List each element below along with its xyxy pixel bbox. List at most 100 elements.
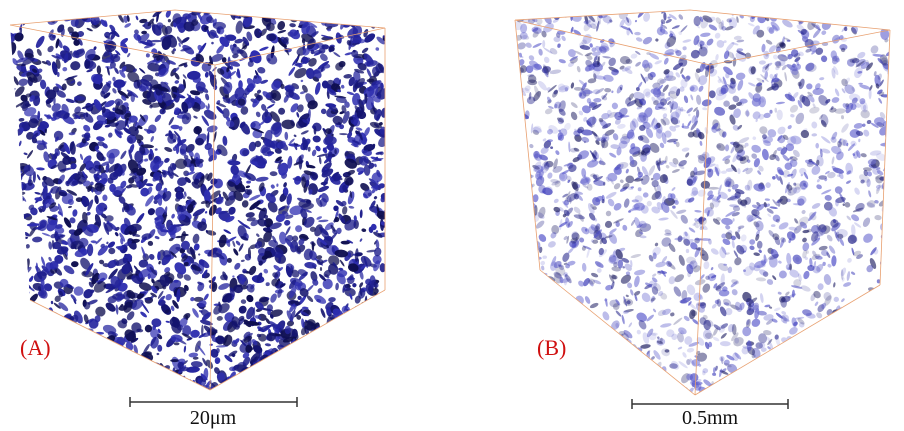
pore-blob xyxy=(720,341,731,347)
pore-blob xyxy=(516,138,523,146)
pore-blob xyxy=(513,289,519,296)
pore-blob xyxy=(876,366,882,374)
pore-blob xyxy=(884,270,891,278)
pore-blob xyxy=(538,375,545,385)
pore-blob xyxy=(783,7,787,16)
pore-blob xyxy=(540,291,548,301)
pore-blob xyxy=(673,317,683,326)
pore-blob xyxy=(597,376,604,382)
pore-blob xyxy=(849,361,852,369)
pore-blob xyxy=(57,72,60,77)
pore-blob xyxy=(591,338,598,346)
pore-blob xyxy=(799,128,810,139)
pore-blob xyxy=(601,339,604,342)
pore-blob xyxy=(699,249,711,263)
pore-blob xyxy=(519,299,529,303)
pore-blob xyxy=(843,358,852,369)
pore-blob xyxy=(719,247,727,259)
pore-blob xyxy=(629,289,634,296)
pore-blob xyxy=(734,35,742,40)
pore-blob xyxy=(513,385,526,398)
pore-blob xyxy=(870,329,878,337)
pore-blob xyxy=(861,358,872,366)
pore-blob xyxy=(610,377,615,388)
pore-blob xyxy=(518,5,528,17)
pore-blob xyxy=(883,7,891,17)
pore-blob xyxy=(635,20,638,23)
pore-blob xyxy=(655,38,659,42)
pore-blob xyxy=(702,378,712,387)
pore-blob xyxy=(827,383,833,387)
pore-blob xyxy=(562,321,570,332)
pore-blob xyxy=(710,247,720,256)
pore-blob xyxy=(738,136,750,145)
pore-blob xyxy=(750,143,762,154)
pore-blob xyxy=(587,331,593,336)
pore-blob xyxy=(628,322,633,328)
pore-blob xyxy=(622,224,628,231)
pore-blob xyxy=(700,238,711,241)
pore-blob xyxy=(801,237,808,244)
pore-blob xyxy=(646,314,655,323)
pore-blob xyxy=(9,14,15,20)
pore-blob xyxy=(636,329,641,335)
pore-blob xyxy=(530,300,535,305)
pore-blob xyxy=(678,13,685,20)
pore-blob xyxy=(602,74,614,83)
pore-blob xyxy=(585,354,593,363)
pore-blob xyxy=(519,119,524,123)
pore-blob xyxy=(604,88,611,93)
pore-blob xyxy=(582,263,587,272)
pore-blob xyxy=(349,13,359,25)
pore-blob xyxy=(833,20,843,24)
pore-blob xyxy=(681,351,687,358)
pore-blob xyxy=(853,122,863,129)
pore-blob xyxy=(581,374,588,380)
pore-blob xyxy=(312,10,321,17)
pore-blob xyxy=(808,106,820,115)
pore-blob xyxy=(831,308,845,320)
pore-blob xyxy=(514,381,520,388)
pore-blob xyxy=(625,373,632,384)
pore-blob xyxy=(591,348,597,354)
pore-blob xyxy=(840,384,849,390)
pore-blob xyxy=(758,125,769,136)
pore-blob xyxy=(81,8,89,21)
pore-blob xyxy=(748,82,757,88)
pore-blob xyxy=(547,283,558,292)
pore-blob xyxy=(879,345,892,353)
pore-blob xyxy=(566,360,570,368)
pore-blob xyxy=(831,255,837,266)
pore-blob xyxy=(531,298,535,310)
pore-blob xyxy=(617,346,625,352)
pore-blob xyxy=(524,176,529,184)
pore-blob xyxy=(816,7,827,19)
pore-blob xyxy=(518,143,522,149)
pore-blob xyxy=(869,328,875,332)
pore-blob xyxy=(613,182,622,191)
pore-blob xyxy=(538,48,543,56)
pore-blob xyxy=(800,387,808,391)
pore-blob xyxy=(690,94,694,101)
pore-blob xyxy=(793,360,805,372)
pore-blob xyxy=(815,143,819,149)
pore-blob xyxy=(539,301,546,306)
pore-blob xyxy=(765,375,770,381)
pore-blob xyxy=(816,388,822,393)
pore-blob xyxy=(625,294,629,297)
pore-blob xyxy=(750,388,755,392)
pore-blob xyxy=(609,319,621,332)
pore-blob xyxy=(286,12,291,20)
pore-blob xyxy=(846,271,851,281)
pore-blob xyxy=(22,17,29,26)
pore-blob xyxy=(687,301,697,310)
pore-blob xyxy=(848,357,855,364)
pore-blob xyxy=(513,268,519,275)
pore-blob xyxy=(746,109,749,117)
pore-blob xyxy=(245,10,252,17)
pore-blob xyxy=(877,298,887,302)
pore-blob xyxy=(557,43,561,48)
pore-blob xyxy=(515,337,521,341)
pore-blob xyxy=(604,298,608,302)
